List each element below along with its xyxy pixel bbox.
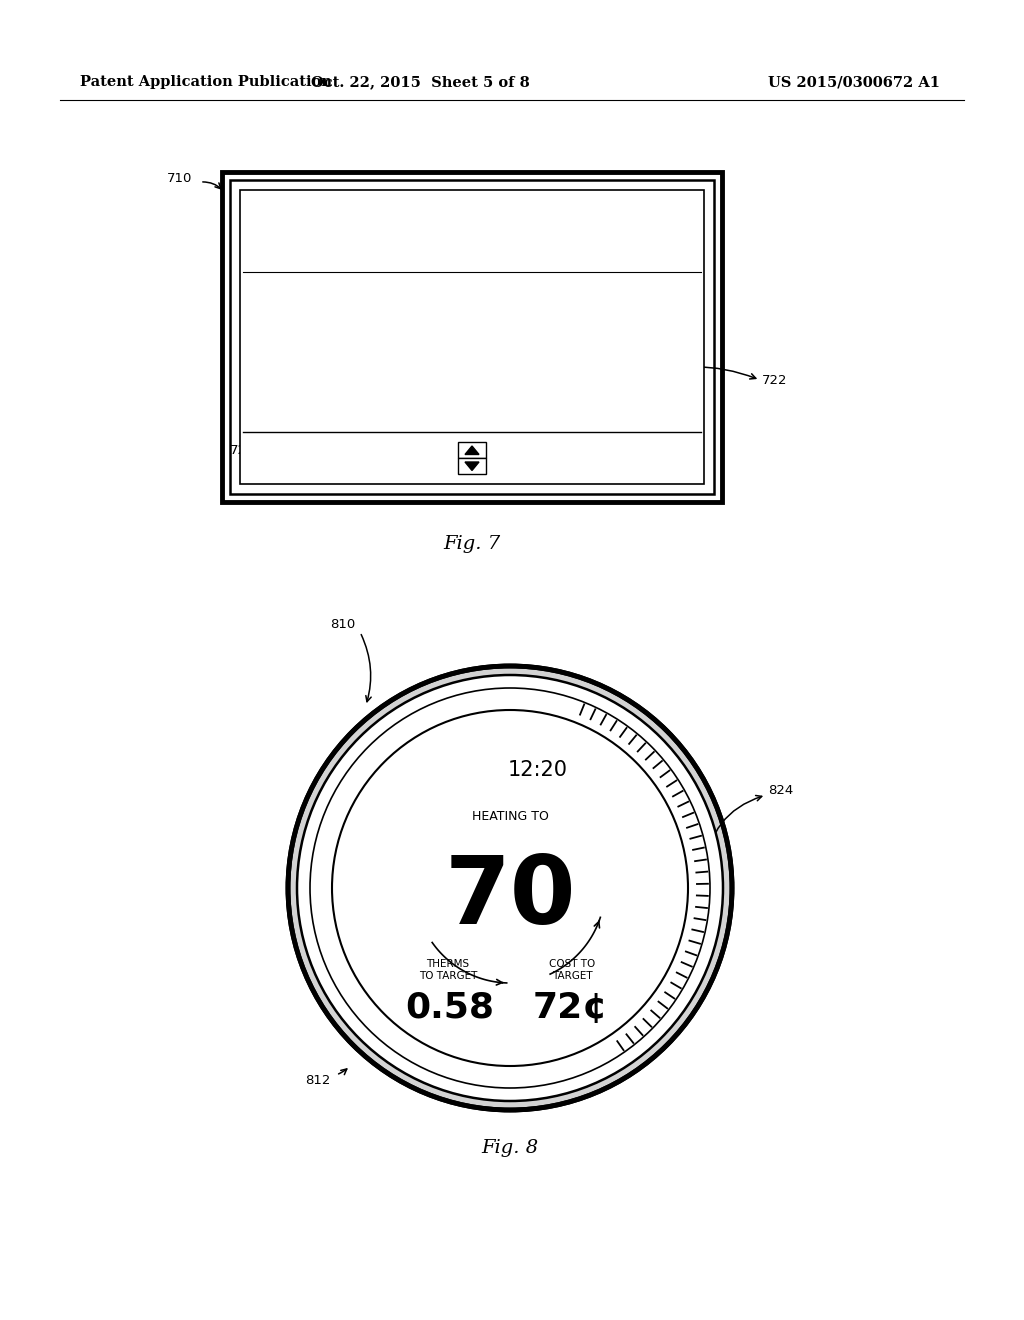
Text: 711: 711 — [500, 447, 525, 461]
Text: 140: 140 — [493, 343, 651, 417]
Text: COST TO
TARGET: COST TO TARGET — [549, 958, 595, 981]
Text: 108: 108 — [293, 343, 452, 417]
Text: 724: 724 — [243, 243, 268, 256]
Circle shape — [288, 667, 732, 1110]
Text: Fig. 8: Fig. 8 — [481, 1139, 539, 1158]
Bar — [230, 180, 714, 494]
Text: 812: 812 — [304, 1073, 330, 1086]
Text: THERMS
TO TARGET: THERMS TO TARGET — [419, 958, 477, 981]
Text: 722: 722 — [762, 374, 787, 387]
Text: 828: 828 — [425, 1048, 451, 1061]
Text: 720: 720 — [229, 444, 255, 457]
Text: 824: 824 — [768, 784, 794, 796]
Text: Fig. 7: Fig. 7 — [443, 535, 501, 553]
Text: HEATING
WATER TO: HEATING WATER TO — [545, 298, 599, 322]
Text: 72¢: 72¢ — [532, 991, 608, 1026]
Text: Patent Application Publication: Patent Application Publication — [80, 75, 332, 88]
Text: 822: 822 — [370, 729, 395, 742]
Bar — [222, 172, 722, 502]
Text: 814: 814 — [604, 1052, 630, 1064]
Text: TIME TO REACH TARGET TEMP: TIME TO REACH TARGET TEMP — [388, 215, 556, 224]
Text: 820: 820 — [352, 871, 378, 884]
Polygon shape — [465, 446, 479, 454]
Text: 712: 712 — [325, 463, 350, 477]
Text: US 2015/0300672 A1: US 2015/0300672 A1 — [768, 75, 940, 88]
Text: 826: 826 — [502, 1023, 527, 1036]
Text: 70: 70 — [444, 851, 575, 944]
Text: 12:20: 12:20 — [508, 760, 568, 780]
Text: 714: 714 — [680, 463, 706, 477]
Text: CURRENT
WATER TEMP: CURRENT WATER TEMP — [339, 298, 406, 322]
Text: Oct. 22, 2015  Sheet 5 of 8: Oct. 22, 2015 Sheet 5 of 8 — [310, 75, 529, 88]
Bar — [240, 190, 705, 484]
Text: 710: 710 — [167, 172, 193, 185]
Text: 810: 810 — [330, 619, 355, 631]
Circle shape — [297, 675, 723, 1101]
Circle shape — [332, 710, 688, 1067]
Text: HEATING TO: HEATING TO — [472, 809, 549, 822]
Text: 12:39: 12:39 — [457, 236, 537, 264]
Bar — [458, 458, 486, 474]
Text: 0.58: 0.58 — [406, 991, 495, 1026]
Polygon shape — [465, 462, 479, 470]
Bar — [458, 442, 486, 458]
